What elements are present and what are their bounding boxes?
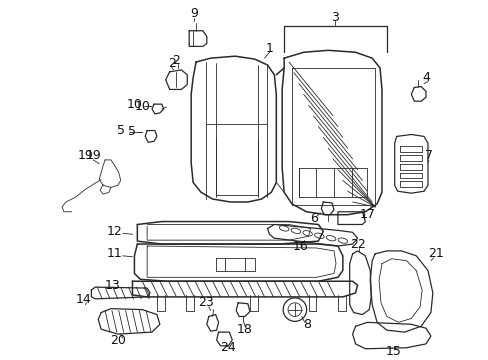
Text: 18: 18 xyxy=(237,323,252,336)
Text: 3: 3 xyxy=(330,10,338,23)
Text: 1: 1 xyxy=(265,42,273,55)
Text: 9: 9 xyxy=(190,6,198,20)
Text: 21: 21 xyxy=(427,247,443,260)
Text: 20: 20 xyxy=(110,334,125,347)
Text: 14: 14 xyxy=(76,293,91,306)
Text: 10: 10 xyxy=(126,98,142,111)
Text: 23: 23 xyxy=(198,296,213,309)
Text: 10: 10 xyxy=(134,100,150,113)
Text: 12: 12 xyxy=(107,225,122,238)
Text: 15: 15 xyxy=(385,345,401,358)
Text: 22: 22 xyxy=(349,238,365,251)
Text: 2: 2 xyxy=(172,54,180,67)
Text: 6: 6 xyxy=(310,212,318,225)
Text: 16: 16 xyxy=(292,239,308,252)
Text: 5: 5 xyxy=(128,125,136,138)
Text: 24: 24 xyxy=(220,341,236,354)
Text: 17: 17 xyxy=(359,208,374,221)
Text: 4: 4 xyxy=(421,71,429,84)
Text: 13: 13 xyxy=(105,279,121,292)
Text: 7: 7 xyxy=(424,149,432,162)
Text: 19: 19 xyxy=(78,149,93,162)
Text: 11: 11 xyxy=(107,247,122,260)
Text: 8: 8 xyxy=(302,318,310,331)
Text: 5: 5 xyxy=(117,124,124,137)
Text: 2: 2 xyxy=(167,57,175,69)
Text: 19: 19 xyxy=(85,149,101,162)
